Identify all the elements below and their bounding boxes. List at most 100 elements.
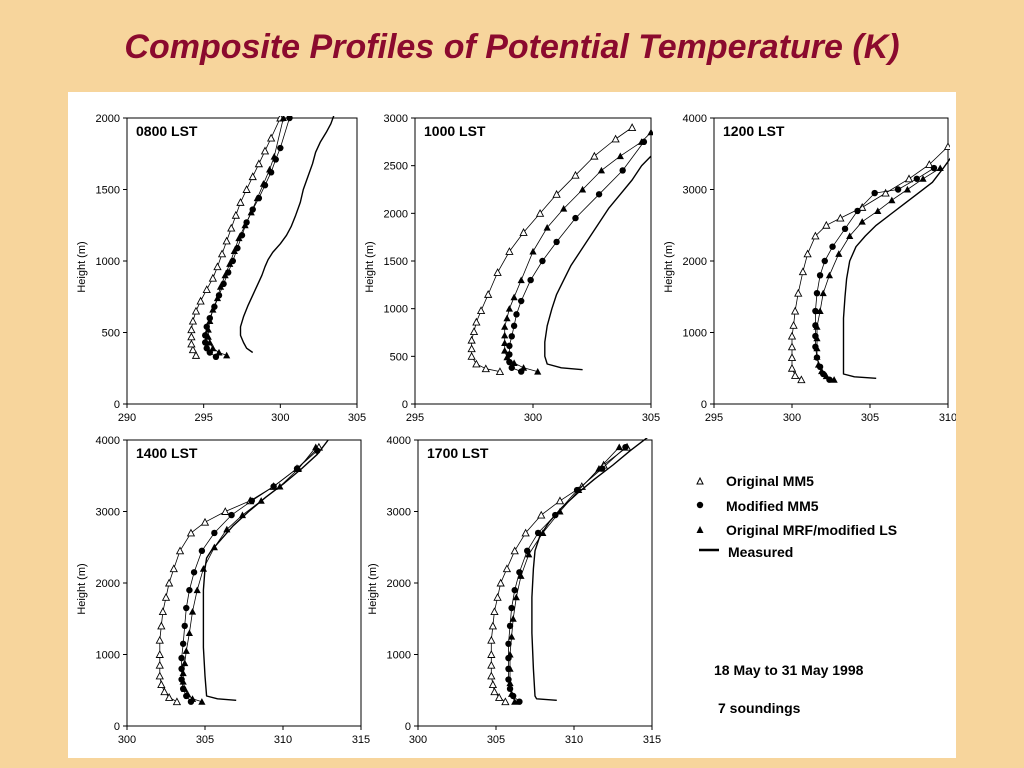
data-point-original-mrf-modified-ls: [230, 247, 238, 254]
data-point-modified-mm5: [841, 225, 849, 233]
data-point-original-mm5: [790, 306, 800, 315]
data-point-original-mm5: [191, 351, 201, 359]
data-point-original-mm5: [242, 185, 251, 193]
data-point-original-mm5: [488, 680, 498, 688]
data-point-original-mrf-modified-ls: [506, 650, 514, 658]
legend-item-modified-mm5: Modified MM5: [696, 498, 819, 514]
data-point-modified-mm5: [539, 257, 546, 265]
data-point-original-mrf-modified-ls: [204, 333, 212, 340]
series-line-modified-mm5: [204, 117, 290, 358]
data-point-original-mm5: [487, 650, 496, 658]
data-point-original-mrf-modified-ls: [874, 207, 882, 214]
data-point-modified-mm5: [238, 232, 246, 239]
data-point-modified-mm5: [228, 511, 235, 519]
x-tick-label: 300: [409, 734, 427, 746]
data-point-original-mm5: [510, 546, 519, 555]
data-point-original-mrf-modified-ls: [814, 361, 823, 368]
data-point-original-mm5: [811, 231, 820, 240]
series-line-original-mm5: [490, 446, 628, 703]
legend-item-original-mrf: Original MRF/modified LS: [696, 522, 897, 538]
data-point-original-mrf-modified-ls: [903, 185, 912, 193]
data-point-modified-mm5: [572, 214, 579, 222]
data-point-original-mm5: [157, 621, 166, 630]
data-point-original-mm5: [248, 172, 257, 181]
data-point-original-mm5: [521, 528, 530, 537]
data-point-original-mrf-modified-ls: [221, 271, 229, 279]
data-point-original-mrf-modified-ls: [266, 165, 274, 173]
data-point-modified-mm5: [506, 622, 514, 630]
data-point-original-mrf-modified-ls: [270, 153, 278, 160]
data-point-modified-mm5: [534, 529, 542, 537]
data-point-original-mrf-modified-ls: [501, 339, 509, 346]
x-tick-label: 315: [643, 734, 661, 746]
data-point-original-mm5: [155, 635, 164, 644]
data-point-original-mrf-modified-ls: [816, 307, 824, 315]
data-point-original-mrf-modified-ls: [519, 364, 528, 371]
series-line-measured: [239, 116, 335, 354]
data-point-original-mrf-modified-ls: [204, 326, 212, 333]
y-tick-label: 3000: [384, 113, 408, 125]
data-point-original-mm5: [221, 507, 230, 515]
data-point-original-mrf-modified-ls: [235, 234, 243, 242]
data-point-original-mm5: [627, 123, 637, 131]
data-point-modified-mm5: [518, 297, 525, 305]
data-point-original-mrf-modified-ls: [813, 323, 821, 330]
data-point-original-mm5: [217, 249, 227, 258]
data-point-modified-mm5: [516, 698, 523, 705]
data-point-original-mrf-modified-ls: [215, 348, 223, 356]
data-point-original-mrf-modified-ls: [510, 293, 518, 301]
y-tick-label: 1000: [96, 650, 120, 662]
data-point-modified-mm5: [190, 569, 198, 576]
data-point-original-mrf-modified-ls: [181, 659, 189, 667]
data-point-original-mm5: [200, 517, 210, 526]
data-point-original-mrf-modified-ls: [543, 224, 551, 231]
series-line-measured: [202, 439, 329, 701]
legend: Original MM5 Modified MM5 Original MRF/m…: [696, 473, 897, 560]
x-tick-label: 295: [194, 412, 212, 424]
legend-label: Original MRF/modified LS: [726, 522, 897, 538]
x-tick-label: 300: [118, 734, 136, 746]
data-point-original-mrf-modified-ls: [529, 247, 537, 255]
data-point-original-mm5: [836, 213, 845, 222]
y-tick-label: 500: [390, 351, 408, 363]
legend-label: Original MM5: [726, 473, 814, 489]
data-point-original-mrf-modified-ls: [505, 305, 513, 312]
y-tick-label: 1500: [96, 185, 120, 197]
y-tick-label: 0: [114, 399, 120, 411]
data-point-modified-mm5: [202, 339, 209, 346]
data-point-original-mm5: [490, 607, 499, 616]
data-point-original-mrf-modified-ls: [615, 443, 623, 451]
data-point-original-mrf-modified-ls: [503, 353, 511, 361]
data-point-original-mm5: [155, 650, 164, 658]
data-point-original-mm5: [787, 342, 797, 351]
y-tick-label: 3000: [387, 507, 411, 519]
y-axis-title: Height (m): [76, 563, 88, 614]
x-tick-label: 300: [783, 412, 801, 424]
y-tick-label: 3000: [683, 185, 707, 197]
data-point-modified-mm5: [179, 640, 187, 647]
chart-panel-0800-lst: 290 295 300 305 0 500 1000 1500 2000 Height (m) 08…: [76, 113, 366, 424]
data-point-modified-mm5: [508, 364, 515, 371]
data-point-original-mm5: [487, 671, 496, 680]
x-tick-label: 310: [274, 734, 292, 746]
data-point-original-mm5: [803, 249, 812, 258]
data-point-original-mrf-modified-ls: [509, 615, 517, 622]
data-point-modified-mm5: [513, 311, 520, 318]
data-point-original-mrf-modified-ls: [182, 647, 190, 654]
data-point-original-mrf-modified-ls: [534, 367, 542, 375]
data-point-original-mm5: [484, 290, 493, 298]
chart-panel-1200-lst: 295 300 305 310 0 1000 2000 3000 4000 Height (m) 1…: [663, 113, 956, 424]
data-point-original-mm5: [186, 528, 196, 537]
y-tick-label: 4000: [387, 435, 411, 447]
data-point-modified-mm5: [821, 257, 828, 265]
data-point-original-mm5: [472, 359, 481, 368]
data-point-modified-mm5: [178, 654, 185, 662]
panel-label: 1200 LST: [723, 123, 785, 139]
data-point-modified-mm5: [248, 497, 255, 504]
data-point-original-mrf-modified-ls: [517, 572, 525, 579]
data-point-original-mm5: [196, 296, 205, 305]
series-line-modified-mm5: [508, 446, 626, 702]
data-point-original-mm5: [202, 285, 211, 294]
y-tick-label: 0: [402, 399, 408, 411]
data-point-original-mrf-modified-ls: [508, 690, 516, 697]
